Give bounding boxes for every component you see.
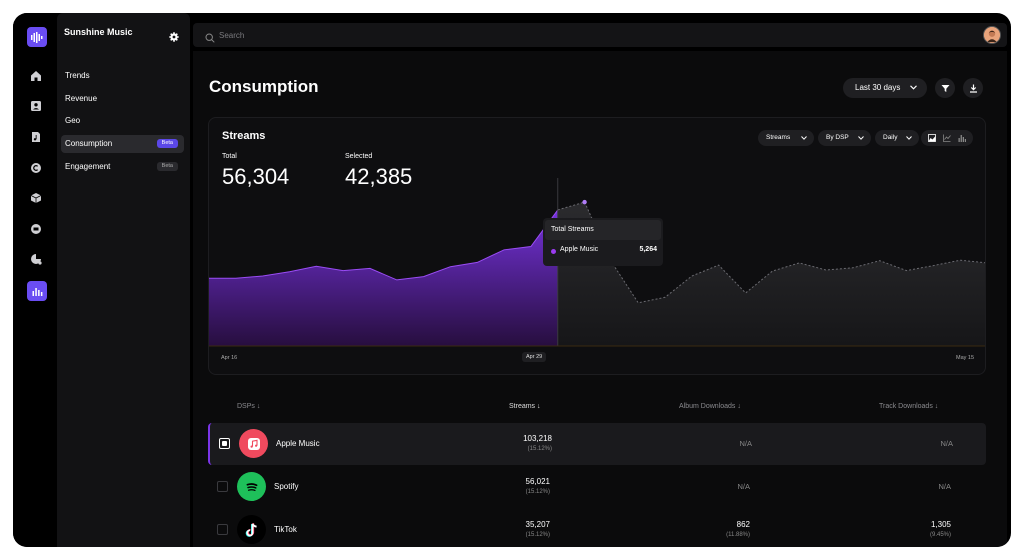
track-downloads-value: N/A	[938, 482, 951, 491]
tooltip-title: Total Streams	[545, 220, 661, 240]
tooltip-series-label: Apple Music	[560, 246, 599, 253]
streams-percent: (15.12%)	[525, 489, 550, 495]
track-downloads-percent: (9.45%)	[929, 532, 951, 538]
chevron-down-icon	[858, 136, 864, 140]
search-icon	[205, 30, 215, 43]
streams-percent: (15.12%)	[525, 532, 550, 538]
home-icon[interactable]	[28, 68, 44, 84]
sidebar-item-revenue[interactable]: Revenue	[65, 94, 98, 103]
album-downloads-value: N/A	[739, 439, 752, 448]
row-checkbox[interactable]	[219, 438, 230, 449]
tooltip-value: 5,264	[639, 246, 657, 253]
bar-chart-icon[interactable]	[27, 281, 47, 301]
app-window: Sunshine Music Trends Revenue Geo Consum…	[13, 13, 1011, 547]
chevron-down-icon	[910, 85, 917, 90]
music-file-icon[interactable]	[28, 129, 44, 145]
x-tick-start: Apr 16	[221, 355, 238, 361]
avatar[interactable]	[983, 26, 1001, 44]
date-range-dropdown[interactable]: Last 30 days	[843, 78, 927, 98]
streams-chart-card: Streams Total 56,304 Selected 42,385 Str…	[208, 117, 986, 375]
app-logo-icon[interactable]	[27, 27, 47, 47]
streams-value: 56,021	[525, 477, 550, 486]
track-downloads-value: N/A	[940, 439, 953, 448]
download-icon	[969, 84, 977, 93]
unselected-area	[557, 202, 985, 346]
table-row[interactable]: TikTok 35,207 (15.12%) 862 (11.88%) 1,30…	[208, 509, 986, 547]
album-downloads-percent: (11.88%)	[726, 532, 750, 538]
page-title: Consumption	[209, 77, 319, 96]
sidebar: Sunshine Music Trends Revenue Geo Consum…	[57, 13, 190, 547]
filter-icon	[941, 84, 949, 92]
dsp-name: Apple Music	[276, 439, 320, 448]
streams-value: 35,207	[525, 520, 550, 529]
beta-badge: Beta	[156, 139, 178, 148]
total-label: Total	[222, 153, 237, 160]
streams-percent: (15.12%)	[527, 446, 552, 452]
selected-value: 42,385	[345, 164, 413, 189]
track-downloads-value: 1,305	[930, 520, 951, 529]
chart-type-toggle	[921, 130, 973, 146]
sort-arrow-icon: ↓	[256, 403, 261, 410]
chart-title: Streams	[222, 130, 266, 142]
x-tick-end: May 15	[956, 355, 975, 361]
row-checkbox[interactable]	[217, 481, 228, 492]
sort-arrow-icon: ↓	[934, 403, 939, 410]
filter-button[interactable]	[935, 78, 955, 98]
copyright-icon[interactable]	[28, 160, 44, 176]
beta-badge: Beta	[156, 162, 178, 171]
row-checkbox[interactable]	[217, 524, 228, 535]
x-tick-selected: Apr 29	[522, 352, 547, 362]
sort-arrow-icon: ↓	[537, 403, 541, 410]
dsp-name: Spotify	[274, 482, 299, 491]
sidebar-item-engagement[interactable]: Engagement Beta	[61, 158, 184, 176]
search-input[interactable]	[219, 27, 519, 43]
workspace-name[interactable]: Sunshine Music	[64, 27, 133, 37]
sidebar-item-trends[interactable]: Trends	[65, 71, 90, 80]
pie-chart-icon[interactable]	[28, 251, 44, 267]
data-point[interactable]	[582, 199, 587, 205]
spotify-logo-icon	[237, 472, 266, 501]
total-value: 56,304	[222, 164, 290, 189]
interval-dropdown[interactable]: Daily	[875, 130, 919, 146]
album-downloads-value: N/A	[737, 482, 750, 491]
dsp-name: TikTok	[274, 525, 297, 534]
streams-value: 103,218	[523, 434, 552, 443]
apple-music-logo-icon	[239, 429, 268, 458]
series-dot	[551, 249, 556, 254]
column-header-track-downloads[interactable]: Track Downloads ↓	[879, 403, 939, 410]
area-chart-icon[interactable]	[928, 134, 936, 142]
column-header-streams[interactable]: Streams ↓	[509, 403, 541, 410]
bar-chart-icon[interactable]	[958, 134, 966, 142]
series-line-apple-music	[209, 209, 559, 281]
money-icon[interactable]	[28, 221, 44, 237]
line-chart-icon[interactable]	[943, 134, 951, 142]
tiktok-logo-icon	[237, 515, 266, 544]
column-header-album-downloads[interactable]: Album Downloads ↓	[679, 403, 741, 410]
streams-area-chart[interactable]	[209, 118, 986, 375]
top-bar	[193, 23, 1007, 47]
table-row[interactable]: Spotify 56,021 (15.12%) N/A N/A	[208, 466, 986, 508]
gear-icon[interactable]	[169, 29, 179, 42]
sidebar-item-geo[interactable]: Geo	[65, 116, 81, 125]
contacts-icon[interactable]	[28, 98, 44, 114]
series-area-apple-music[interactable]	[209, 209, 558, 346]
chevron-down-icon	[801, 136, 807, 140]
sidebar-item-consumption[interactable]: Consumption Beta	[61, 135, 184, 153]
table-row[interactable]: Apple Music 103,218 (15.12%) N/A N/A	[208, 423, 986, 465]
album-downloads-value: 862	[736, 520, 750, 529]
main-content: Consumption Last 30 days Streams Total 5…	[193, 51, 1007, 547]
group-dropdown[interactable]: By DSP	[818, 130, 871, 146]
chevron-down-icon	[906, 136, 912, 140]
sort-arrow-icon: ↓	[737, 403, 741, 410]
column-header-dsps[interactable]: DSPs ↓	[237, 403, 261, 410]
selected-label: Selected	[345, 153, 373, 160]
package-icon[interactable]	[28, 190, 44, 206]
icon-rail	[13, 13, 57, 547]
download-button[interactable]	[963, 78, 983, 98]
chart-tooltip: Total Streams Apple Music 5,264	[543, 218, 663, 266]
metric-dropdown[interactable]: Streams	[758, 130, 814, 146]
